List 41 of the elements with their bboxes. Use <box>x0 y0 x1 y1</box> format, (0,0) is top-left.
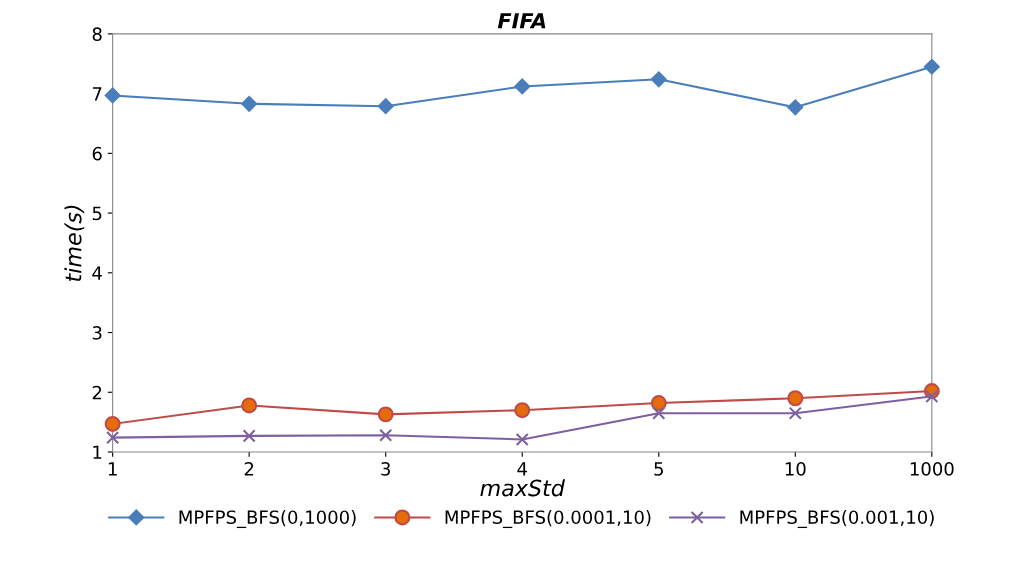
y-tick-label: 6 <box>92 146 102 161</box>
y-axis-title: time(s) <box>64 205 85 282</box>
x-tick-label: 2 <box>244 462 254 476</box>
x-tick-label: 10 <box>785 462 806 476</box>
point <box>104 415 121 432</box>
point <box>515 432 529 447</box>
point <box>514 78 531 95</box>
y-tick-label: 1 <box>93 445 102 459</box>
y-tick-label: 3 <box>92 326 102 340</box>
x-tick-label: 1000 <box>910 462 954 476</box>
point <box>787 99 804 116</box>
point <box>377 98 394 115</box>
legend-label: MPFPS_BFS(0.0001,10) <box>445 510 651 529</box>
x-tick-label: 4 <box>517 462 527 476</box>
x-tick-label: 3 <box>381 462 390 476</box>
y-tick-label: 2 <box>92 385 102 400</box>
legend-label: MPFPS_BFS(0,1000) <box>179 510 356 529</box>
point <box>650 71 667 88</box>
point <box>925 389 939 404</box>
legend-label: MPFPS_BFS(0.001,10) <box>740 510 934 529</box>
point <box>514 402 531 419</box>
x-axis-title: maxStd <box>480 479 566 497</box>
point <box>787 390 804 407</box>
point <box>242 429 256 443</box>
point <box>241 95 258 112</box>
point <box>652 406 666 420</box>
point <box>241 397 258 414</box>
x-tick-label: 1 <box>108 462 117 476</box>
point <box>923 58 940 75</box>
y-tick-label: 4 <box>92 266 102 280</box>
point <box>104 87 121 104</box>
y-tick-label: 5 <box>92 206 102 221</box>
point <box>379 428 393 442</box>
point <box>377 406 394 423</box>
y-tick-label: 7 <box>92 87 102 101</box>
y-tick-label: 8 <box>92 27 102 42</box>
point <box>788 406 802 420</box>
x-tick-label: 5 <box>654 462 663 476</box>
point <box>106 431 120 445</box>
point <box>650 395 667 412</box>
chart-title: FIFA <box>497 13 546 29</box>
